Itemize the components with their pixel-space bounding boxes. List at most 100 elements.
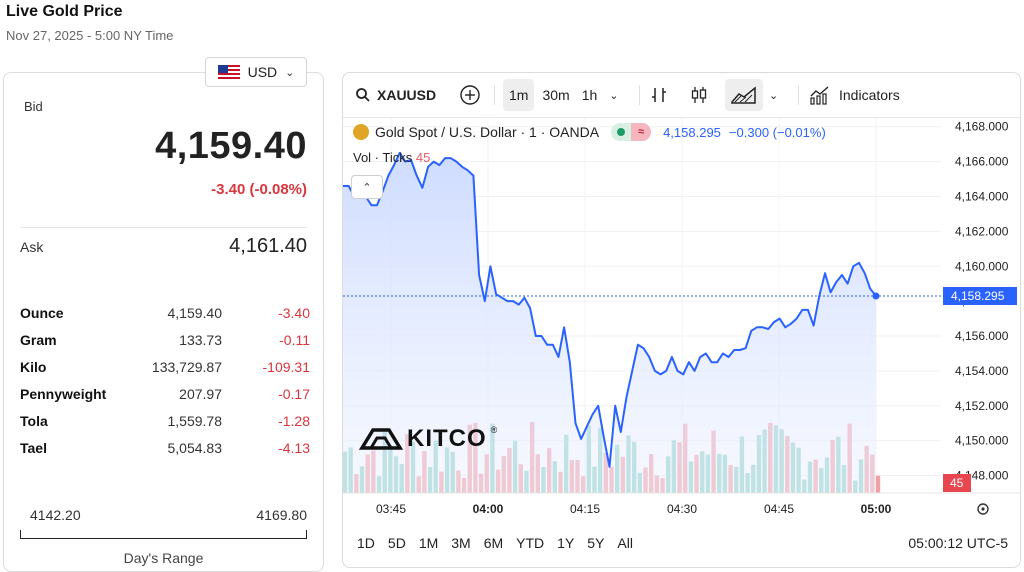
- unit-table: Ounce 4,159.40 -3.40 Gram 133.73 -0.11 K…: [20, 303, 310, 465]
- search-icon: [356, 88, 370, 102]
- interval-1h[interactable]: 1h: [581, 87, 598, 103]
- x-tick-label: 04:15: [570, 502, 600, 516]
- bar-chart-button[interactable]: [649, 79, 669, 111]
- ask-label: Ask: [20, 239, 44, 255]
- toolbar-divider: [639, 85, 640, 105]
- interval-30m[interactable]: 30m: [542, 87, 570, 103]
- price-chart[interactable]: 4,168.000 4,166.000 4,164.000 4,162.000 4,16…: [343, 118, 1020, 526]
- kitco-logo-icon: [359, 428, 403, 450]
- unit-name: Pennyweight: [20, 386, 107, 402]
- y-tick-label: 4,154.000: [955, 364, 1009, 378]
- days-range-low: 4142.20: [30, 507, 81, 523]
- days-range-high: 4169.80: [256, 507, 307, 523]
- last-price-dot: [872, 292, 880, 300]
- range-1m[interactable]: 1M: [418, 535, 439, 551]
- volume-bar: [875, 475, 881, 493]
- y-tick-label: 4,164.000: [955, 189, 1009, 203]
- chevron-up-icon: ⌃: [362, 181, 372, 194]
- unit-change: -1.28: [278, 413, 310, 429]
- time-range-bar: 1D 5D 1M 3M 6M YTD 1Y 5Y All: [357, 535, 646, 551]
- chevron-down-icon: ⌄: [285, 66, 295, 79]
- unit-name: Tael: [20, 440, 47, 456]
- unit-price: 133,729.87: [151, 359, 222, 375]
- area-chart-button[interactable]: [725, 79, 763, 111]
- legend-symbol-name: Gold Spot / U.S. Dollar · 1 · OANDA: [375, 124, 600, 140]
- last-price-tag: [943, 286, 1017, 305]
- toolbar-divider: [494, 85, 495, 105]
- registered-icon: ®: [490, 425, 498, 435]
- unit-name: Ounce: [20, 305, 64, 321]
- indicators-label: Indicators: [839, 87, 900, 103]
- area-chart-icon: [731, 86, 756, 104]
- settings-gear-icon[interactable]: [977, 503, 989, 515]
- unit-name: Gram: [20, 332, 57, 348]
- market-status-pill: ≈: [611, 123, 652, 141]
- range-6m[interactable]: 6M: [483, 535, 504, 551]
- y-tick-label: 4,168.000: [955, 120, 1009, 134]
- y-tick-label: 4,162.000: [955, 224, 1009, 238]
- currency-select[interactable]: USD ⌄: [205, 57, 307, 87]
- unit-price: 1,559.78: [167, 413, 223, 429]
- unit-row-tola: Tola 1,559.78 -1.28: [20, 411, 310, 438]
- range-3m[interactable]: 3M: [451, 535, 471, 551]
- candlestick-icon: [691, 87, 707, 103]
- unit-change: -3.40: [278, 305, 310, 321]
- y-tick-label: 4,156.000: [955, 329, 1009, 343]
- chart-type-dropdown[interactable]: ⌄: [763, 79, 784, 111]
- chevron-down-icon: ⌄: [769, 89, 779, 102]
- x-tick-label: 04:00: [473, 502, 504, 516]
- kitco-watermark: KITCO ®: [359, 425, 497, 453]
- divider: [20, 227, 307, 228]
- unit-price: 207.97: [179, 386, 222, 402]
- range-ytd[interactable]: YTD: [516, 535, 545, 551]
- indicators-button[interactable]: Indicators: [809, 79, 900, 111]
- bid-change: -3.40 (-0.08%): [211, 181, 307, 198]
- x-tick-label: 03:45: [376, 502, 406, 516]
- range-5d[interactable]: 5D: [387, 535, 406, 551]
- market-open-icon: [611, 123, 632, 141]
- days-range-bar: [20, 538, 307, 539]
- toolbar-divider: [798, 85, 799, 105]
- range-tick: [306, 530, 307, 539]
- unit-name: Kilo: [20, 359, 47, 375]
- unit-price: 133.73: [179, 332, 222, 348]
- settings-gear-icon: [981, 507, 985, 511]
- last-price-label: 4,158.295: [951, 289, 1005, 303]
- collapse-legend-button[interactable]: ⌃: [351, 175, 383, 199]
- toolbar-divider: [343, 117, 1020, 118]
- unit-change: -0.11: [279, 332, 310, 348]
- delayed-data-icon: ≈: [631, 123, 652, 141]
- unit-name: Tola: [20, 413, 48, 429]
- chart-clock[interactable]: 05:00:12 UTC-5: [908, 535, 1008, 551]
- legend-price: 4,158.295: [663, 124, 721, 140]
- interval-1m[interactable]: 1m: [503, 79, 535, 111]
- unit-row-kilo: Kilo 133,729.87 -109.31: [20, 357, 310, 384]
- unit-row-pennyweight: Pennyweight 207.97 -0.17: [20, 384, 310, 411]
- currency-value: USD: [247, 64, 278, 80]
- candles-button[interactable]: [689, 79, 709, 111]
- page-subtitle: Nov 27, 2025 - 5:00 NY Time: [6, 28, 174, 43]
- watermark-text: KITCO: [407, 425, 487, 452]
- unit-row-ounce: Ounce 4,159.40 -3.40: [20, 303, 310, 330]
- volume-legend: Vol · Ticks 45: [353, 150, 430, 165]
- gold-symbol-icon: [353, 124, 369, 140]
- bid-value: 4,159.40: [155, 125, 307, 167]
- range-all[interactable]: All: [617, 535, 633, 551]
- page-title: Live Gold Price: [6, 3, 123, 20]
- volume-tag-label: 45: [950, 476, 964, 490]
- interval-dropdown[interactable]: ⌄: [603, 79, 624, 111]
- x-tick-label: 04:45: [764, 502, 794, 516]
- symbol-search[interactable]: XAUUSD: [355, 79, 436, 111]
- volume-tag: [943, 474, 971, 492]
- compare-button[interactable]: [459, 79, 481, 111]
- range-5y[interactable]: 5Y: [587, 535, 605, 551]
- range-1y[interactable]: 1Y: [557, 535, 575, 551]
- range-tick: [20, 530, 21, 539]
- legend-change: −0.300 (−0.01%): [728, 124, 826, 140]
- price-line: [343, 151, 877, 468]
- range-1d[interactable]: 1D: [357, 535, 375, 551]
- days-range-label: Day's Range: [123, 550, 204, 566]
- unit-change: -109.31: [262, 359, 310, 375]
- y-tick-label: 4,150.000: [955, 434, 1009, 448]
- unit-price: 4,159.40: [167, 305, 223, 321]
